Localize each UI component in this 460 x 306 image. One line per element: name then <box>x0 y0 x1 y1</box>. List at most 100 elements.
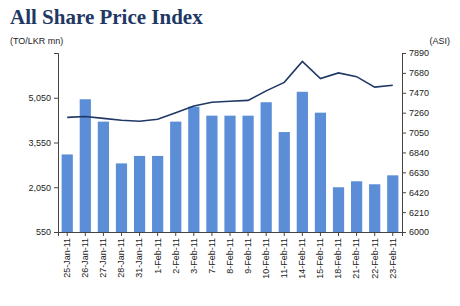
tick-label: 31-Jan-11 <box>134 238 144 278</box>
x-axis: 25-Jan-11 26-Jan-11 27-Jan-11 28-Jan-11 31-J… <box>59 232 403 279</box>
tick: 28-Jan-11 <box>116 232 126 278</box>
bar <box>387 175 398 232</box>
tick: 6840 <box>402 148 429 158</box>
tick-label: 6000 <box>409 227 429 237</box>
tick: 9-Feb-11 <box>243 232 253 274</box>
tick: 6210 <box>402 207 429 217</box>
tick-mark <box>374 232 375 236</box>
chart: All Share Price Index(TO/LKR mn)(ASI)550… <box>0 0 460 306</box>
tick-label: 8-Feb-11 <box>225 238 235 274</box>
bar <box>369 184 380 232</box>
tick-mark <box>402 212 406 213</box>
tick-mark <box>338 232 339 236</box>
tick-mark <box>211 232 212 236</box>
tick-label: 27-Jan-11 <box>98 238 108 278</box>
tick-label: 25-Jan-11 <box>62 238 72 278</box>
tick-label: 9-Feb-11 <box>243 238 253 274</box>
tick-label: 10-Feb-11 <box>261 238 271 279</box>
tick: 23-Feb-11 <box>388 232 398 279</box>
tick-mark <box>67 232 68 236</box>
tick-label: 18-Feb-11 <box>333 238 343 279</box>
bar <box>224 116 235 232</box>
tick: 7890 <box>402 48 429 58</box>
tick-mark <box>402 93 406 94</box>
tick-mark <box>402 152 406 153</box>
tick: 7470 <box>402 88 429 98</box>
tick-mark <box>157 232 158 236</box>
tick-mark <box>54 187 58 188</box>
bar <box>333 187 344 232</box>
tick: 6000 <box>402 227 429 237</box>
tick: 31-Jan-11 <box>134 232 144 278</box>
tick-label: 3-Feb-11 <box>189 238 199 274</box>
tick-label: 7680 <box>409 68 429 78</box>
tick-label: 3,550 <box>28 138 51 148</box>
bar <box>242 116 253 232</box>
tick-label: 6420 <box>409 188 429 198</box>
bar <box>297 92 308 232</box>
tick-mark <box>266 232 267 236</box>
tick: 550 <box>36 227 58 237</box>
tick: 2-Feb-11 <box>171 232 181 274</box>
bar <box>134 156 145 232</box>
tick: 7-Feb-11 <box>207 232 217 274</box>
tick-mark <box>248 232 249 236</box>
tick: 2,050 <box>28 183 58 193</box>
tick-label: 6210 <box>409 207 429 217</box>
tick-mark <box>402 73 406 74</box>
tick: 22-Feb-11 <box>370 232 380 279</box>
tick: 26-Jan-11 <box>80 232 90 278</box>
tick-label: 11-Feb-11 <box>279 238 289 278</box>
tick-label: 23-Feb-11 <box>388 238 398 279</box>
tick-mark <box>230 232 231 236</box>
tick: 5,050 <box>28 93 58 103</box>
tick-mark <box>175 232 176 236</box>
tick-mark <box>356 232 357 236</box>
tick-mark <box>402 113 406 114</box>
tick-label: 7890 <box>409 48 429 58</box>
tick: 21-Feb-11 <box>351 232 361 279</box>
tick: 7050 <box>402 128 429 138</box>
tick-mark <box>139 232 140 236</box>
tick-label: 6840 <box>409 148 429 158</box>
y-axis-title: (TO/LKR mn) <box>10 36 63 46</box>
tick-label: 6630 <box>409 168 429 178</box>
tick: 6630 <box>402 168 429 178</box>
tick: 6420 <box>402 188 429 198</box>
tick-label: 26-Jan-11 <box>80 238 90 278</box>
tick: 7680 <box>402 68 429 78</box>
tick-mark <box>320 232 321 236</box>
tick-label: 5,050 <box>28 93 51 103</box>
bar <box>98 122 109 232</box>
tick-mark <box>85 232 86 236</box>
tick-mark <box>402 53 406 54</box>
tick: 27-Jan-11 <box>98 232 108 278</box>
tick: 11-Feb-11 <box>279 232 289 278</box>
y2-axis: 6000 6210 6420 6630 6840 7050 7260 7470 7680 7890 <box>402 48 429 237</box>
tick-label: 28-Jan-11 <box>116 238 126 278</box>
bar <box>170 122 181 232</box>
tick: 25-Jan-11 <box>62 232 72 278</box>
tick-label: 15-Feb-11 <box>315 238 325 279</box>
tick: 3-Feb-11 <box>189 232 199 274</box>
plot: 550 2,050 3,550 5,050 6000 6210 6420 6630 6840 70… <box>28 48 429 278</box>
tick-mark <box>54 232 58 233</box>
bar <box>80 99 91 232</box>
tick-mark <box>402 133 406 134</box>
y2-axis-title: (ASI) <box>429 36 450 46</box>
tick: 10-Feb-11 <box>261 232 271 279</box>
tick: 15-Feb-11 <box>315 232 325 279</box>
tick-label: 7-Feb-11 <box>207 238 217 274</box>
y-axis: 550 2,050 3,550 5,050 <box>28 54 58 238</box>
tick-mark <box>193 232 194 236</box>
bar <box>116 163 127 232</box>
tick-label: 7260 <box>409 108 429 118</box>
tick-mark <box>54 143 58 144</box>
tick-mark <box>54 98 58 99</box>
tick: 14-Feb-11 <box>297 232 307 279</box>
tick-label: 1-Feb-11 <box>153 238 163 274</box>
axis-line <box>403 54 407 233</box>
tick-label: 7470 <box>409 88 429 98</box>
axis-line <box>59 233 403 237</box>
bar <box>188 107 199 232</box>
